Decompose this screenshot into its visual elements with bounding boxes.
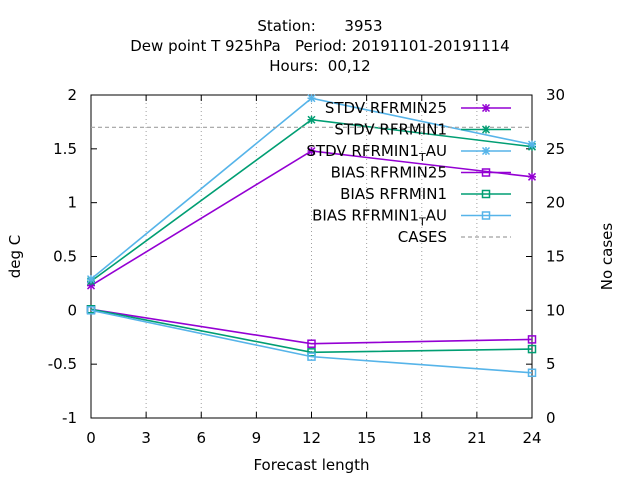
chart-title-hours: Hours: 00,12 bbox=[269, 57, 371, 75]
y2-axis-label: No cases bbox=[598, 223, 616, 291]
y-tick-label: 1 bbox=[67, 194, 77, 212]
legend-marker-3 bbox=[481, 168, 491, 177]
y-tick-label: -1 bbox=[62, 409, 77, 427]
legend-marker-5 bbox=[481, 211, 491, 220]
series-line-5 bbox=[90, 309, 533, 374]
x-tick-label: 18 bbox=[412, 429, 431, 447]
data-point-4-2 bbox=[527, 344, 537, 354]
data-point-5-2 bbox=[527, 368, 537, 378]
y2-tick-label: 30 bbox=[546, 86, 565, 104]
series-line-3 bbox=[90, 308, 533, 345]
x-tick-label: 6 bbox=[196, 429, 206, 447]
series-line-4 bbox=[90, 308, 533, 354]
legend-label-1: STDV RFRMIN1 bbox=[334, 121, 447, 139]
data-point-0-1 bbox=[307, 146, 316, 156]
x-tick-label: 12 bbox=[302, 429, 321, 447]
y-tick-label: 0.5 bbox=[53, 248, 77, 266]
y2-tick-label: 15 bbox=[546, 248, 565, 266]
x-tick-label: 3 bbox=[141, 429, 151, 447]
data-point-5-0 bbox=[86, 306, 96, 315]
data-point-2-1 bbox=[307, 94, 316, 103]
y-tick-label: -0.5 bbox=[48, 355, 77, 373]
data-point-0-2 bbox=[527, 172, 537, 181]
chart-title-station: Station: 3953 bbox=[257, 17, 383, 35]
legend-label-0: STDV RFRMIN25 bbox=[325, 99, 447, 117]
legend-marker-0 bbox=[481, 103, 491, 113]
y2-tick-label: 25 bbox=[546, 140, 565, 158]
y-tick-label: 0 bbox=[67, 301, 77, 319]
x-tick-label: 24 bbox=[522, 429, 541, 447]
y2-tick-label: 20 bbox=[546, 194, 565, 212]
x-tick-label: 9 bbox=[252, 429, 262, 447]
x-tick-label: 15 bbox=[357, 429, 376, 447]
legend-label-2: STDV RFRMIN1TAU bbox=[306, 142, 447, 164]
y2-tick-label: 10 bbox=[546, 301, 565, 319]
legend-label-3: BIAS RFRMIN25 bbox=[331, 164, 447, 182]
legend-marker-1 bbox=[481, 125, 491, 134]
legend-marker-2 bbox=[481, 146, 491, 156]
data-point-5-1 bbox=[307, 352, 316, 361]
y-axis-label: deg C bbox=[6, 235, 24, 279]
data-point-1-1 bbox=[307, 115, 316, 124]
x-tick-label: 0 bbox=[86, 429, 96, 447]
legend-label-6: CASES bbox=[398, 228, 447, 246]
y2-tick-label: 0 bbox=[546, 409, 556, 427]
y2-tick-label: 5 bbox=[546, 355, 556, 373]
legend-label-5: BIAS RFRMIN1TAU bbox=[312, 207, 447, 229]
x-tick-label: 21 bbox=[467, 429, 486, 447]
legend-marker-4 bbox=[481, 189, 491, 199]
data-point-2-0 bbox=[86, 275, 96, 284]
chart-title-variable-period: Dew point T 925hPa Period: 20191101-2019… bbox=[130, 37, 510, 55]
legend-label-4: BIAS RFRMIN1 bbox=[340, 185, 447, 203]
data-point-3-1 bbox=[307, 339, 316, 348]
y-tick-label: 1.5 bbox=[53, 140, 77, 158]
data-point-2-2 bbox=[527, 140, 537, 149]
y-tick-label: 2 bbox=[67, 86, 77, 104]
data-point-3-2 bbox=[527, 335, 537, 344]
x-axis-label: Forecast length bbox=[253, 456, 369, 474]
